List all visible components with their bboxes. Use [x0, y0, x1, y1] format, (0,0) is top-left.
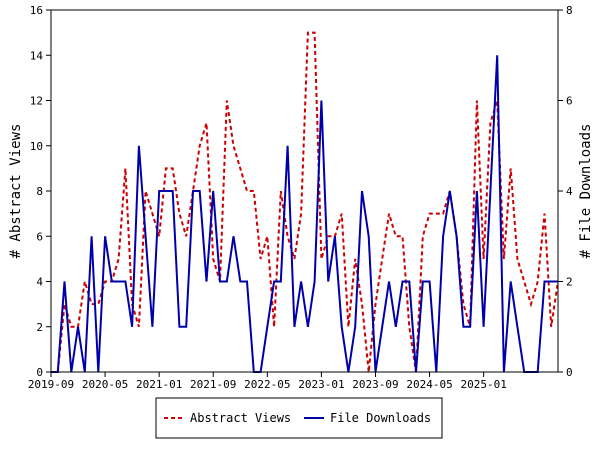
series-line-file-downloads [51, 55, 558, 373]
y-right-tick-label: 2 [566, 276, 573, 289]
legend-box [155, 397, 443, 439]
y-left-tick-label: 10 [30, 140, 43, 153]
legend-label-file-downloads: File Downloads [330, 411, 431, 425]
x-tick-label: 2024-05 [406, 378, 452, 391]
plot-area [51, 31, 559, 373]
x-axis: 2019-09 2020-05 2021-01 2021-09 2022-05 2023-… [28, 372, 507, 391]
y-left-tick-label: 2 [36, 321, 43, 334]
y-left-tick-label: 8 [36, 185, 43, 198]
x-tick-label: 2023-01 [298, 378, 344, 391]
series-line-abstract-views [51, 31, 559, 373]
y-right-tick-label: 8 [566, 4, 573, 17]
y-axis-right-title: # File Downloads [578, 124, 594, 259]
y-axis-right: 0 2 4 6 8 [558, 4, 573, 379]
plot-frame [50, 9, 559, 373]
y-left-tick-label: 14 [30, 49, 44, 62]
y-axis-left-title: # Abstract Views [8, 124, 24, 259]
y-left-tick-label: 0 [36, 366, 43, 379]
y-left-tick-label: 6 [36, 230, 43, 243]
x-tick-label: 2020-05 [82, 378, 128, 391]
y-axis-left: 0 2 4 6 8 10 12 14 16 [30, 4, 51, 379]
legend-label-abstract-views: Abstract Views [190, 411, 291, 425]
x-tick-label: 2021-09 [190, 378, 236, 391]
y-left-tick-label: 12 [30, 95, 43, 108]
y-right-tick-label: 6 [566, 95, 573, 108]
x-tick-label: 2022-05 [244, 378, 290, 391]
y-right-tick-label: 0 [566, 366, 573, 379]
x-tick-label: 2023-09 [352, 378, 398, 391]
y-left-tick-label: 16 [30, 4, 43, 17]
y-left-tick-label: 4 [36, 276, 43, 289]
x-tick-label: 2025-01 [460, 378, 506, 391]
y-right-tick-label: 4 [566, 185, 573, 198]
x-tick-label: 2019-09 [28, 378, 74, 391]
legend: Abstract Views File Downloads [155, 397, 443, 439]
x-tick-label: 2021-01 [136, 378, 182, 391]
